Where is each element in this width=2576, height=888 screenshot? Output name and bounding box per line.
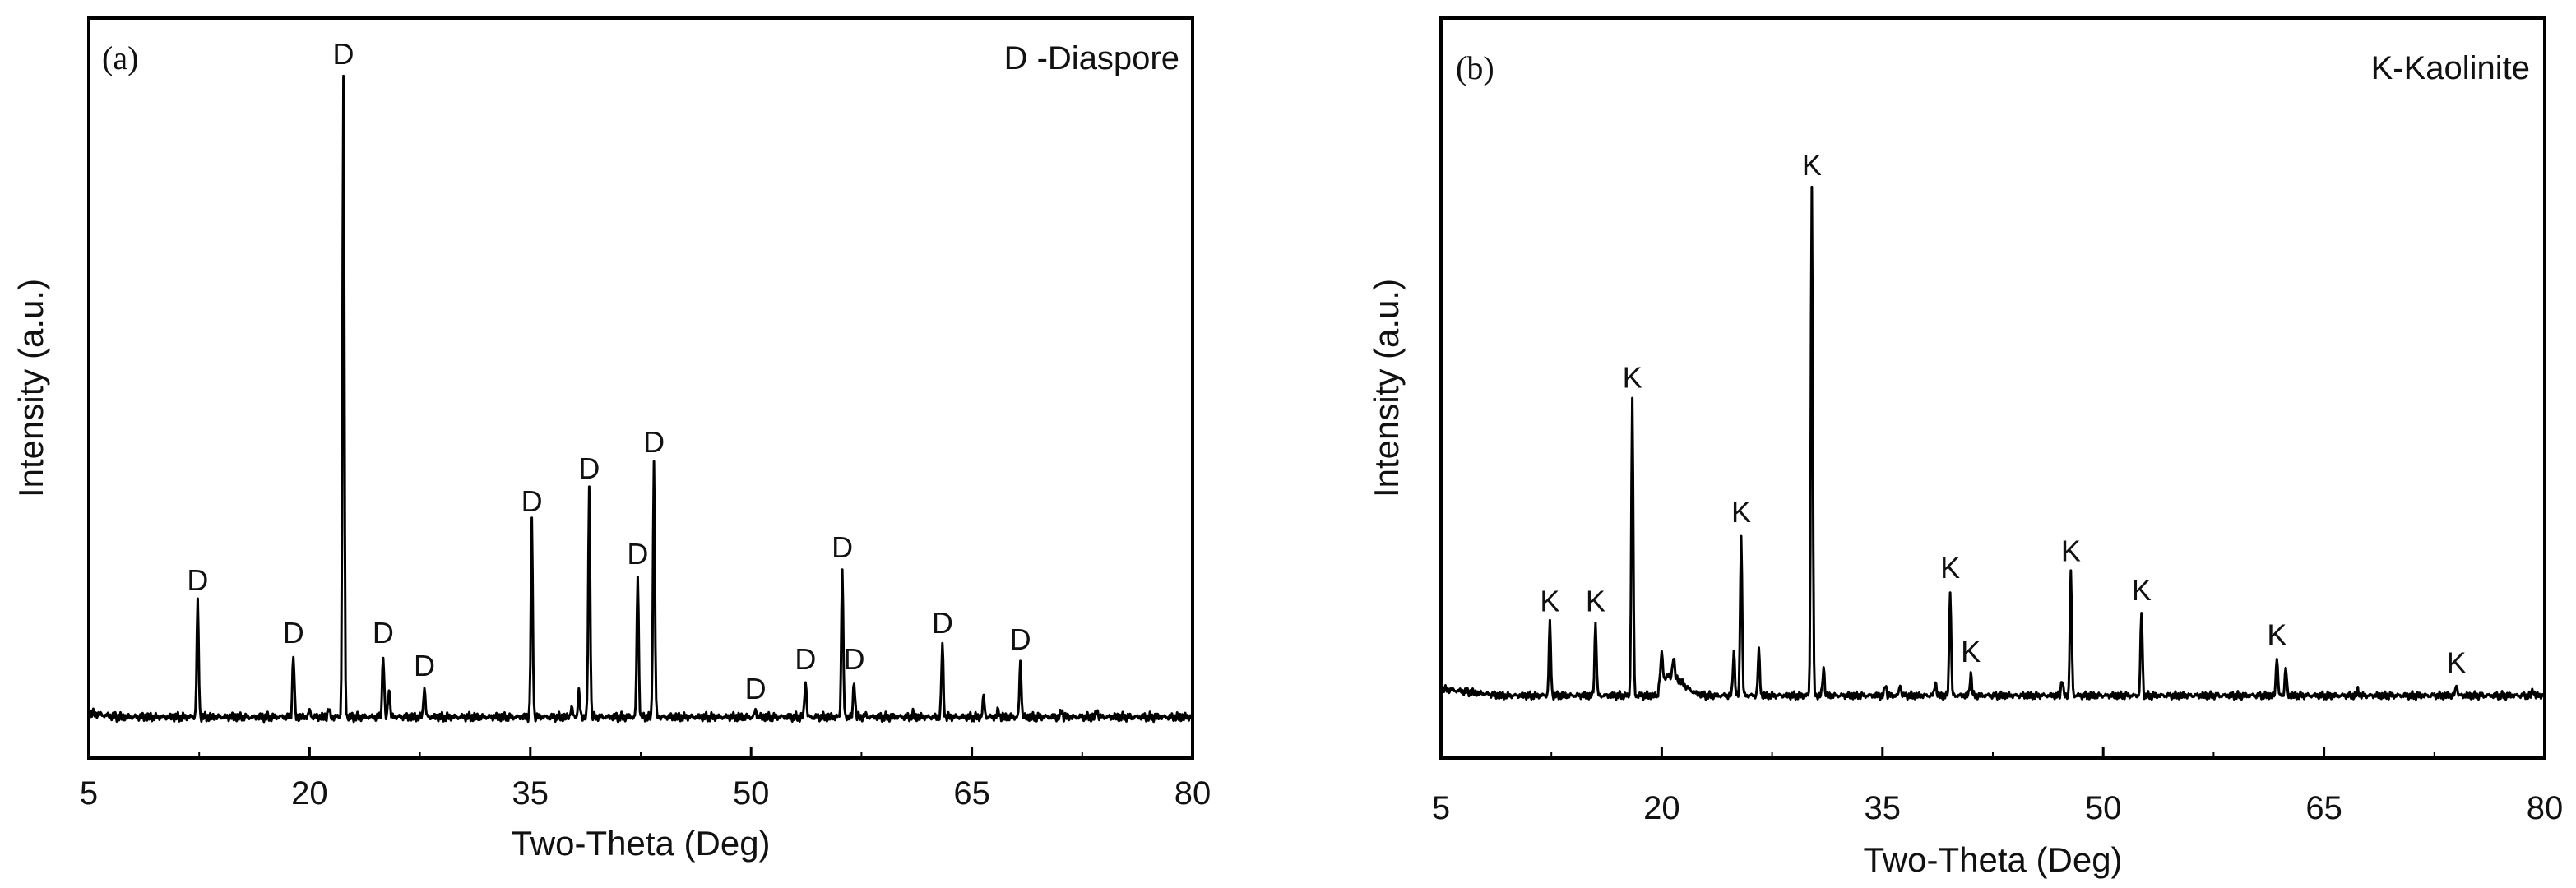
panel-b-trace-group <box>1439 185 2546 701</box>
panel-b-peak-label: K <box>1961 635 1981 668</box>
panel-b-tick-label-20: 20 <box>1643 790 1680 826</box>
panel-b-peak-label: K <box>1940 551 1960 585</box>
panel-b-tick-label-5: 5 <box>1432 790 1450 826</box>
panel-a-peak-label: D <box>414 649 435 682</box>
panel-a-tick-label-50: 50 <box>733 775 770 812</box>
panel-a-peak-label: D <box>333 37 354 71</box>
panel-b-tag: (b) <box>1456 49 1494 86</box>
panel-b-peak-label: K <box>2267 617 2286 651</box>
panel-a-x-axis: 5 20 35 50 65 80 <box>80 747 1211 812</box>
panel-b-tick-label-65: 65 <box>2305 790 2342 826</box>
panel-a-peak-label: D <box>627 537 648 571</box>
panel-a-tick-label-80: 80 <box>1174 775 1212 812</box>
panel-b-peak-label: K <box>2061 534 2081 567</box>
panel-a-tick-label-5: 5 <box>80 775 98 812</box>
panel-b-peak-label: K <box>1586 585 1605 618</box>
panel-a-diaspore: (a) D -Diaspore 5 20 35 50 65 80 DDDDDDDDDDDD… <box>12 16 1211 863</box>
panel-a-xrd-trace <box>87 74 1194 724</box>
panel-b-peak-label: K <box>1623 361 1642 395</box>
panel-a-peak-label: D <box>932 606 953 640</box>
panel-b-legend: K-Kaolinite <box>2371 50 2530 86</box>
panel-b-peak-label: K <box>1802 148 1822 182</box>
panel-b-peak-label: K <box>2132 573 2152 607</box>
panel-a-peak-label: D <box>187 563 208 597</box>
panel-a-tag: (a) <box>102 39 138 76</box>
panel-b-peak-label: K <box>1540 585 1559 618</box>
panel-a-peak-label: D <box>795 642 816 676</box>
panel-a-peak-label: D <box>745 672 767 705</box>
panel-b-peak-label: K <box>2447 645 2467 679</box>
panel-b-tick-label-80: 80 <box>2527 790 2564 826</box>
panel-b-tick-label-35: 35 <box>1865 790 1902 826</box>
panel-b-ylabel: Intensity (a.u.) <box>1367 279 1406 497</box>
panel-a-legend: D -Diaspore <box>1004 40 1179 76</box>
panel-a-peak-label: D <box>643 425 665 459</box>
panel-a-peak-label: D <box>1010 622 1031 656</box>
panel-a-tick-label-20: 20 <box>291 775 328 812</box>
panel-b-kaolinite: (b) K-Kaolinite 5 20 35 50 65 80 K KKKKKKKKKK … <box>1367 16 2563 879</box>
panel-a-peak-label: D <box>578 451 600 485</box>
panel-b-x-axis: 5 20 35 50 65 80 <box>1432 747 2563 826</box>
panel-a-trace-group <box>87 74 1194 724</box>
panel-a-peak-label: D <box>521 484 543 518</box>
panel-a-tick-label-65: 65 <box>953 775 990 812</box>
panel-a-peak-label: D <box>843 642 864 676</box>
panel-a-peak-label: D <box>283 616 304 650</box>
panel-b-frame <box>1439 16 2546 760</box>
panel-a-ylabel: Intensity (a.u.) <box>12 279 50 497</box>
panel-a-peak-label: D <box>832 530 853 564</box>
panel-b-peak-label: K <box>1731 495 1751 529</box>
panel-b-tick-label-50: 50 <box>2085 790 2122 826</box>
panel-a-peak-label: D <box>373 616 394 650</box>
panel-b-xlabel: Two-Theta (Deg) <box>1863 840 2122 879</box>
panel-b-xrd-trace <box>1439 185 2546 701</box>
panel-a-xlabel: Two-Theta (Deg) <box>511 824 770 863</box>
panel-a-tick-label-35: 35 <box>512 775 549 812</box>
